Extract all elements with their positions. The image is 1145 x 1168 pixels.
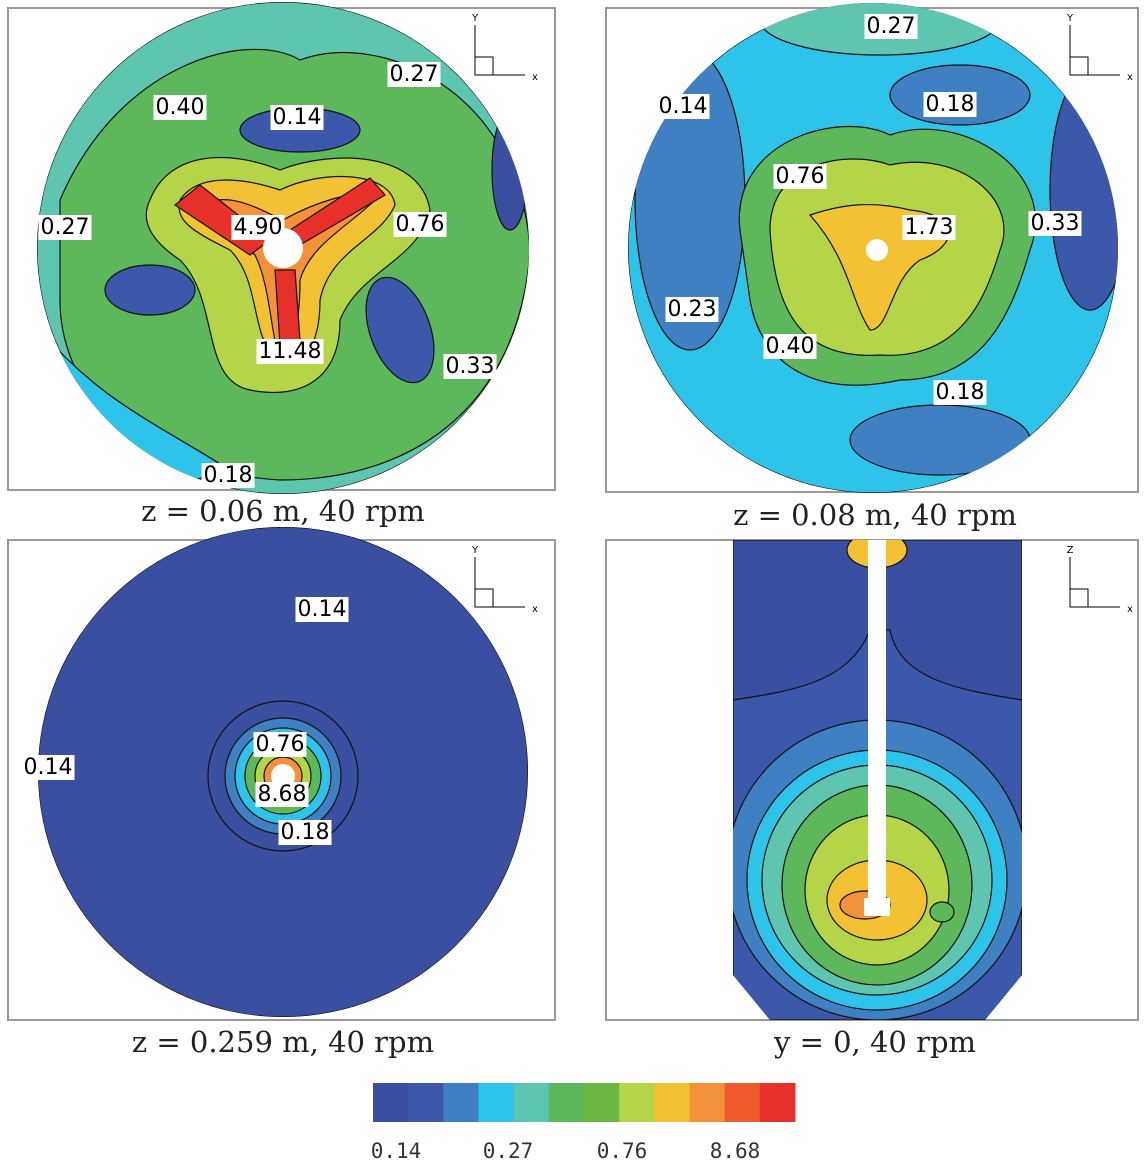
colorbar-cell — [584, 1083, 620, 1122]
contour-panel — [628, 3, 1118, 493]
contour-labels: 0.40 0.14 0.27 0.27 4.90 0.76 11.48 0.33 0.18 0.2… — [21, 14, 1082, 845]
contour-label: 11.48 — [259, 339, 322, 364]
contour-label: 0.33 — [446, 354, 495, 379]
label-box — [864, 14, 918, 39]
contour-band — [274, 269, 301, 346]
contour-label: 1.73 — [905, 215, 954, 240]
triad-label: Y — [471, 545, 479, 556]
contour-label: 8.68 — [258, 782, 307, 807]
contour-label: 0.14 — [298, 597, 347, 622]
contour-band — [866, 239, 888, 261]
label-box — [21, 755, 75, 780]
colorbar-cell — [689, 1083, 726, 1122]
contour-label: 0.40 — [766, 334, 815, 359]
contour-band — [491, 109, 529, 231]
colorbar-cell — [654, 1083, 690, 1122]
caption: z = 0.259 m, 40 rpm — [132, 1025, 434, 1059]
contour-label: 0.33 — [1031, 211, 1080, 236]
triad-axes — [474, 557, 525, 608]
contour-band — [1049, 69, 1118, 311]
contour-panel — [38, 527, 528, 1017]
contours — [37, 2, 1118, 1020]
label-box — [153, 95, 207, 120]
label-box — [443, 354, 497, 379]
colorbar-cell — [724, 1083, 761, 1122]
label-box — [253, 732, 307, 757]
label-box — [773, 164, 827, 189]
contour-band — [864, 898, 890, 916]
label-box — [763, 334, 817, 359]
contour-label: 0.18 — [281, 820, 330, 845]
label-box — [38, 215, 92, 240]
colorbar-tick-label: 8.68 — [710, 1139, 761, 1163]
contour-label: 0.23 — [668, 297, 717, 322]
label-box — [295, 597, 349, 622]
triad-label: x — [532, 72, 538, 83]
contour-panel — [733, 540, 1022, 1020]
colorbar-cell — [619, 1083, 655, 1122]
label-box — [902, 215, 956, 240]
contour-label: 0.14 — [659, 94, 708, 119]
contour-band — [849, 404, 1031, 476]
label-box — [387, 62, 441, 87]
triad-label: Y — [1066, 13, 1074, 24]
contour-panel — [37, 2, 529, 494]
label-box — [278, 820, 332, 845]
axis-triads: Yx Yx Yx Zx — [471, 13, 1133, 615]
triad-axes — [474, 25, 525, 76]
label-box — [231, 215, 285, 240]
colorbar-tick-label: 0.27 — [483, 1139, 534, 1163]
contour-band — [868, 540, 886, 910]
triad-label: Z — [1067, 545, 1074, 556]
colorbar-tick-label: 0.76 — [597, 1139, 648, 1163]
label-box — [665, 297, 719, 322]
label-box — [270, 105, 324, 130]
caption: y = 0, 40 rpm — [773, 1025, 976, 1059]
colorbar-cell — [408, 1083, 444, 1122]
colorbar-cell — [513, 1083, 550, 1122]
colorbar-cell — [443, 1083, 479, 1122]
triad-axes — [1069, 25, 1120, 76]
contour-label: 0.40 — [156, 95, 205, 120]
triad-axes — [1069, 557, 1120, 608]
contour-label: 0.18 — [204, 463, 253, 488]
contour-band — [104, 264, 196, 316]
label-box — [1028, 211, 1082, 236]
triad-label: x — [532, 604, 538, 615]
colorbar-tick-label: 0.14 — [371, 1139, 422, 1163]
contour-label: 0.27 — [867, 14, 916, 39]
colorbar: 0.14 0.27 0.76 8.68 — [371, 1083, 796, 1163]
contour-label: 0.27 — [41, 215, 90, 240]
contour-label: 4.90 — [234, 215, 283, 240]
label-box — [933, 380, 987, 405]
label-box — [656, 94, 710, 119]
contour-label: 0.76 — [256, 732, 305, 757]
contour-label: 0.14 — [273, 105, 322, 130]
contour-label: 0.27 — [390, 62, 439, 87]
contour-label: 0.76 — [776, 164, 825, 189]
contour-label: 0.18 — [936, 380, 985, 405]
caption: z = 0.08 m, 40 rpm — [733, 498, 1017, 532]
triad-label: x — [1127, 72, 1133, 83]
label-box — [393, 212, 447, 237]
colorbar-cell — [373, 1083, 409, 1122]
label-box — [255, 782, 309, 807]
colorbar-cell — [759, 1083, 796, 1122]
colorbar-cell — [478, 1083, 515, 1122]
contour-label: 0.18 — [926, 92, 975, 117]
triad-label: x — [1127, 604, 1133, 615]
caption: z = 0.06 m, 40 rpm — [141, 494, 425, 528]
label-box — [201, 463, 255, 488]
contour-label: 0.76 — [396, 212, 445, 237]
colorbar-cell — [548, 1083, 585, 1122]
label-box — [923, 92, 977, 117]
contour-band — [365, 276, 435, 384]
triad-label: Y — [471, 13, 479, 24]
label-box — [256, 339, 324, 364]
contour-label: 0.14 — [24, 755, 73, 780]
contour-band — [929, 901, 955, 923]
